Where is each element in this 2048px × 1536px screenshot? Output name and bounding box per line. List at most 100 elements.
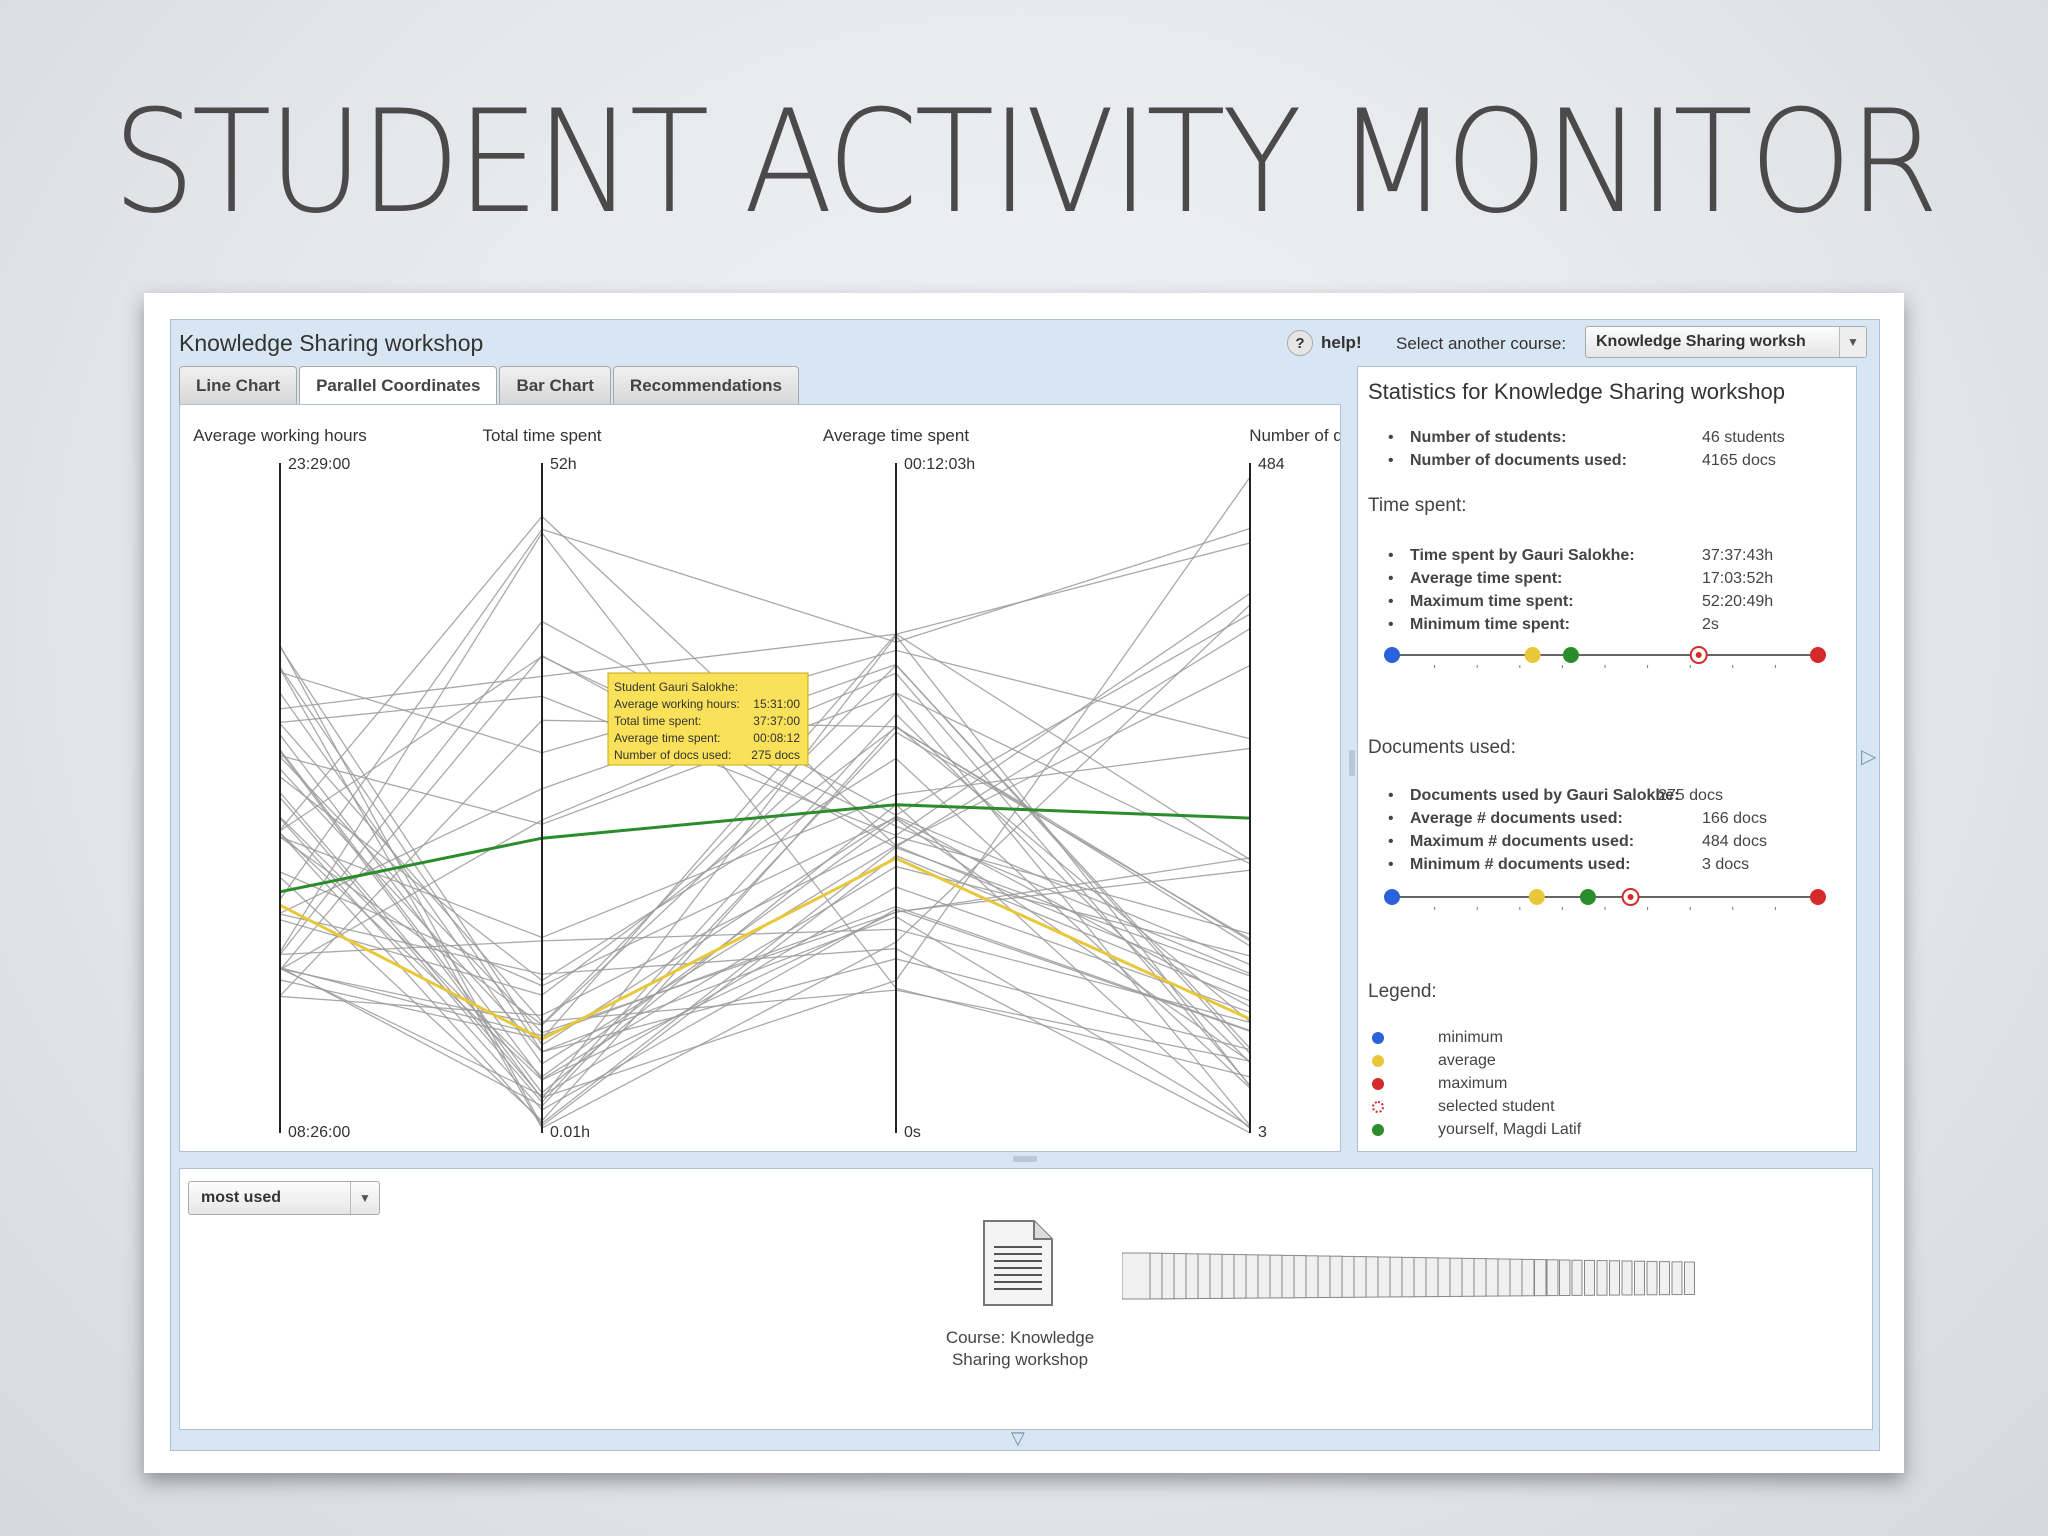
chevron-down-icon[interactable]: ▼ [1839,327,1866,357]
help-label[interactable]: help! [1321,333,1362,352]
course-caption-line: Sharing workshop [951,1350,1089,1369]
tab-line-chart[interactable]: Line Chart [179,366,298,404]
document-thumbnail [1509,1258,1523,1297]
minimum-marker [1384,889,1400,905]
minimum-marker [1384,647,1400,663]
document-thumbnail [1596,1260,1608,1296]
stat-value: 166 docs [1702,810,1767,827]
help-link[interactable]: ? help! [1287,330,1362,356]
screenshot-frame: Knowledge Sharing workshop ? help! Selec… [144,293,1904,1473]
tooltip-value: 00:08:12 [753,731,800,745]
yourself-marker [1579,889,1596,905]
chevron-down-icon[interactable]: ▼ [350,1182,379,1214]
sort-select[interactable]: most used ▼ [188,1181,380,1215]
legend-item: average [1372,1052,1496,1070]
student-line [279,542,1251,710]
student-tooltip: Student Gauri Salokhe: Average working ho… [607,672,809,766]
horizontal-splitter-handle[interactable] [1013,1156,1037,1162]
axis-max-label: 484 [1258,456,1285,473]
stat-value: 17:03:52h [1702,570,1774,587]
student-line [279,664,1251,1065]
axis-min-label: 0s [904,1124,921,1141]
tab-recommendations[interactable]: Recommendations [612,366,800,404]
tooltip-key: Student Gauri Salokhe: [614,680,738,694]
course-select[interactable]: Knowledge Sharing worksh ▼ [1585,326,1867,358]
selected-student-line [279,856,1251,1041]
stat-key: Average time spent: [1410,570,1563,587]
student-line [279,817,1251,1111]
student-line [279,768,1251,1053]
legend-text: average [1438,1052,1496,1069]
tooltip-value: 15:31:00 [753,697,800,711]
stat-key: Number of documents used: [1410,452,1627,469]
document-thumbnail [1484,1258,1499,1297]
student-line [279,604,1251,1129]
student-line [279,713,1251,1104]
maximum-marker-icon [1372,1077,1384,1090]
collapse-right-icon[interactable]: ▷ [1861,746,1877,768]
tooltip-key: Number of docs used: [614,748,731,762]
student-line [279,476,1251,1099]
view-tabs: Line Chart Parallel Coordinates Bar Char… [179,366,801,406]
stat-key: Maximum time spent: [1410,593,1574,610]
stat-key: Average # documents used: [1410,810,1623,827]
axis-max-label: 00:12:03h [904,456,975,473]
stat-value: 46 students [1702,429,1785,446]
axis-max-label: 23:29:00 [288,456,350,473]
stat-key: Number of students: [1410,429,1567,446]
selected-student-marker-center [1627,894,1634,900]
stat-row: • Time spent by Gauri Salokhe: 37:37:43h [1388,547,1774,564]
student-line [279,724,1251,1122]
axis-label: Total time spent [482,426,601,445]
yourself-line [279,803,1251,894]
tooltip-key: Average time spent: [614,731,721,745]
stat-value: 484 docs [1702,833,1767,850]
sort-select-value: most used [201,1189,282,1206]
activity-monitor-app: Knowledge Sharing workshop ? help! Selec… [170,319,1880,1451]
select-course-label: Select another course: [1396,334,1567,353]
stat-value: 37:37:43h [1702,547,1774,564]
course-caption: Course: Knowledge Sharing workshop [940,1327,1100,1371]
student-line [279,527,1251,900]
student-line [279,592,1251,837]
document-stack[interactable] [1122,1249,1752,1309]
tooltip-value: 37:37:00 [753,714,800,728]
stat-key: Documents used by Gauri Salokhe: [1410,787,1680,804]
expand-down-icon[interactable]: ▽ [1011,1428,1025,1448]
average-marker [1524,647,1541,663]
document-thumbnail [1559,1259,1571,1296]
student-line [279,726,1251,996]
time-slider[interactable]: 052:20:49h [1380,639,1830,679]
course-document-icon[interactable] [980,1217,1056,1309]
legend-item: minimum [1372,1029,1503,1047]
student-line [279,816,1251,1008]
document-thumbnail [1684,1261,1695,1295]
student-line [279,666,1251,1128]
vertical-splitter-handle[interactable] [1349,750,1355,776]
student-line [279,734,1251,1081]
maximum-marker [1810,647,1826,663]
tooltip-key: Average working hours: [614,697,740,711]
student-line [279,832,1251,1081]
stat-key: Time spent by Gauri Salokhe: [1410,547,1635,564]
legend-text: maximum [1438,1075,1508,1092]
docs-section-label: Documents used: [1368,737,1516,758]
stats-title: Statistics for Knowledge Sharing worksho… [1368,379,1785,404]
tab-parallel-coordinates[interactable]: Parallel Coordinates [299,366,498,406]
app-title: Knowledge Sharing workshop [179,330,484,356]
help-icon[interactable]: ? [1287,330,1313,356]
student-line [279,628,1251,1125]
documents-panel: most used ▼ Course: Knowledge Sharing wo… [179,1168,1873,1430]
average-marker-icon [1372,1054,1384,1067]
parallel-coordinates-panel: Average working hours 23:29:00 08:26:00 Tot… [179,404,1341,1152]
document-thumbnail [1571,1259,1583,1296]
parallel-coordinates-chart[interactable]: Average working hours 23:29:00 08:26:00 Tot… [180,405,1340,1151]
average-marker [1528,889,1545,905]
stat-row: • Number of documents used: 4165 docs [1388,452,1776,469]
axis-min-label: 3 [1258,1124,1267,1141]
stat-row: • Number of students: 46 students [1388,429,1785,446]
maximum-marker [1810,889,1826,905]
docs-slider[interactable]: 0484 [1380,881,1830,921]
tab-bar-chart[interactable]: Bar Chart [499,366,611,404]
stat-row: • Minimum # documents used: 3 docs [1388,856,1750,873]
